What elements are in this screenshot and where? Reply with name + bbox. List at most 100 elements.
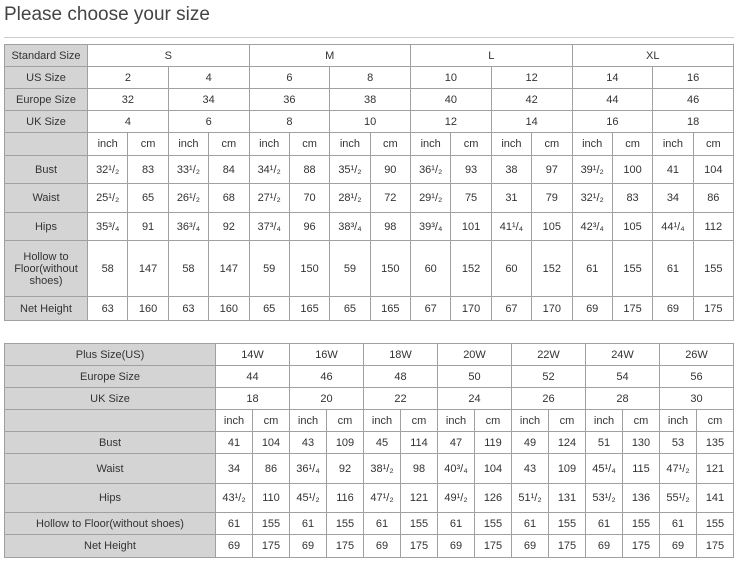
table-cell: 175 <box>252 534 290 558</box>
table-cell: 131 <box>548 483 586 513</box>
table-row: Hips 35³/₄ 91 36³/₄ 92 37³/₄ 96 38³/₄ 98 39³/₄ 101… <box>4 212 735 241</box>
table-cell: 58 <box>86 240 129 297</box>
table-cell: 10 <box>329 110 411 133</box>
table-cell: 26¹/₂ <box>167 183 210 213</box>
table-cell: 90 <box>369 155 412 184</box>
table-cell: 8 <box>248 110 331 133</box>
table-cell: 38 <box>490 155 533 184</box>
table-cell: 12 <box>410 110 492 133</box>
row-label: Hips <box>4 483 216 513</box>
table-cell: 43 <box>289 431 327 454</box>
row-label: Net Height <box>4 534 216 558</box>
table-cell: 152 <box>531 240 573 297</box>
table-cell: 55¹/₂ <box>659 483 697 513</box>
table-cell: 69 <box>437 534 475 558</box>
table-cell: 29¹/₂ <box>409 183 452 213</box>
table-cell: 109 <box>548 453 586 484</box>
table-cell: 65 <box>127 183 169 213</box>
table-cell: 32¹/₂ <box>571 183 613 213</box>
row-label: Europe Size <box>4 88 88 111</box>
table-cell: 65 <box>329 296 371 321</box>
table-cell: 28 <box>585 387 660 410</box>
table-cell: 46 <box>652 88 734 111</box>
table-cell: 59 <box>248 240 290 297</box>
table-cell: 104 <box>252 431 290 454</box>
row-label: US Size <box>4 66 88 89</box>
table-cell: 88 <box>288 155 331 184</box>
table-cell: 86 <box>692 183 735 213</box>
row-label: Hollow to Floor(without shoes) <box>4 512 216 535</box>
table-cell: 47¹/₂ <box>363 483 401 513</box>
row-label: Net Height <box>4 296 88 321</box>
table-cell: 61 <box>585 512 623 535</box>
table-cell: 61 <box>363 512 401 535</box>
row-label: UK Size <box>4 110 88 133</box>
table-cell: 61 <box>571 240 613 297</box>
table-cell: cm <box>692 132 735 156</box>
table-cell: 155 <box>692 240 735 297</box>
table-cell: 36 <box>248 88 331 111</box>
table-cell: 22 <box>363 387 438 410</box>
table-row: US Size 2 4 6 8 10 12 14 16 <box>4 66 734 89</box>
table-cell: 16W <box>289 343 364 366</box>
table-cell: 83 <box>611 183 654 213</box>
table-cell: inch <box>363 409 401 432</box>
table-cell: 42³/₄ <box>571 212 613 241</box>
table-cell: 34 <box>652 183 694 213</box>
table-cell: 18 <box>215 387 290 410</box>
table-cell: cm <box>474 409 512 432</box>
table-cell: 65 <box>248 296 290 321</box>
table-cell: 160 <box>127 296 169 321</box>
table-cell: 60 <box>409 240 452 297</box>
table-cell: 36¹/₂ <box>409 155 452 184</box>
table-cell: 2 <box>87 66 169 89</box>
table-cell: 10 <box>410 66 492 89</box>
table-cell: 27¹/₂ <box>248 183 290 213</box>
table-cell: 175 <box>611 296 654 321</box>
table-cell: 50 <box>437 365 512 388</box>
table-cell: 45 <box>363 431 401 454</box>
table-cell: 61 <box>289 512 327 535</box>
table-cell: 104 <box>474 453 512 484</box>
table-cell: 155 <box>696 512 734 535</box>
table-cell: 20 <box>289 387 364 410</box>
table-cell: cm <box>326 409 364 432</box>
table-cell: cm <box>531 132 573 156</box>
table-cell: 109 <box>326 431 364 454</box>
table-cell: 91 <box>127 212 169 241</box>
table-cell: 141 <box>696 483 734 513</box>
table-cell: 51¹/₂ <box>511 483 549 513</box>
table-cell: 36¹/₄ <box>289 453 327 484</box>
table-row: Hollow to Floor(without shoes) 61 155 61 155… <box>4 512 734 535</box>
table-cell: 100 <box>611 155 654 184</box>
table-cell: L <box>410 44 573 67</box>
table-cell: inch <box>409 132 452 156</box>
table-cell: cm <box>450 132 492 156</box>
table-cell: 175 <box>474 534 512 558</box>
table-cell: cm <box>288 132 331 156</box>
table-cell: 42 <box>490 88 573 111</box>
table-cell: 155 <box>326 512 364 535</box>
table-cell: cm <box>369 132 412 156</box>
table-cell: 48 <box>363 365 438 388</box>
table-row: Net Height 69 175 69 175 69 175 69 175 69 175 69 175… <box>4 534 734 558</box>
table-row: inch cm inch cm inch cm inch cm inch cm inch cm inch… <box>4 409 734 432</box>
table-cell: 98 <box>400 453 438 484</box>
table-cell: cm <box>611 132 654 156</box>
row-label: Plus Size(US) <box>4 343 216 366</box>
table-cell: 101 <box>450 212 492 241</box>
table-cell: 4 <box>87 110 169 133</box>
table-cell: 49 <box>511 431 549 454</box>
table-row: Europe Size 44 46 48 50 52 54 56 <box>4 365 734 388</box>
table-cell: 83 <box>127 155 169 184</box>
table-row: Bust 41 104 43 109 45 114 47 119 49 124 51 130 53 135 <box>4 431 734 454</box>
table-cell: 44 <box>215 365 290 388</box>
table-cell: 69 <box>652 296 694 321</box>
table-cell: cm <box>548 409 586 432</box>
table-cell: cm <box>400 409 438 432</box>
table-cell: 68 <box>208 183 250 213</box>
table-cell: 79 <box>531 183 573 213</box>
table-cell: 43 <box>511 453 549 484</box>
table-cell: 53¹/₂ <box>585 483 623 513</box>
table-cell: 147 <box>208 240 250 297</box>
